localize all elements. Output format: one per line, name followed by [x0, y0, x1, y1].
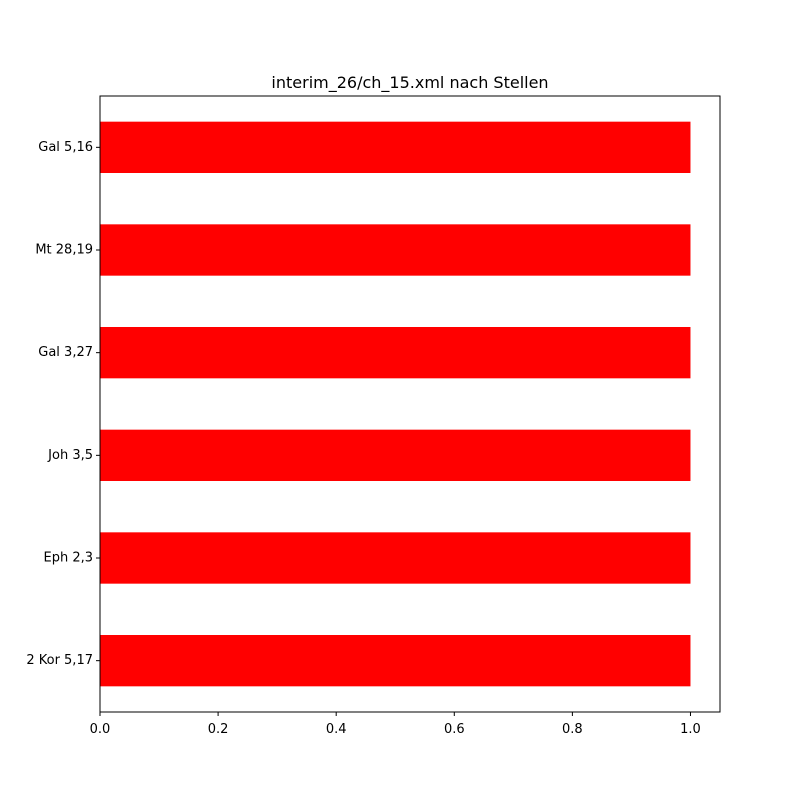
- bar: [100, 121, 691, 173]
- plot-frame: [99, 95, 721, 713]
- y-tick-label: Gal 3,27: [38, 345, 93, 360]
- x-tick-label: 1.0: [680, 722, 701, 737]
- bar: [100, 532, 691, 584]
- chart-title: interim_26/ch_15.xml nach Stellen: [271, 73, 548, 93]
- x-tick-label: 0.6: [444, 722, 465, 737]
- y-tick-label: Mt 28,19: [35, 243, 93, 258]
- y-tick-label: Joh 3,5: [47, 448, 93, 463]
- bar: [100, 224, 691, 276]
- x-tick-label: 0.8: [562, 722, 583, 737]
- y-tick-label: Gal 5,16: [38, 140, 93, 155]
- y-tick-label: Eph 2,3: [43, 551, 93, 566]
- y-tick-label: 2 Kor 5,17: [26, 653, 93, 668]
- x-tick-label: 0.0: [90, 722, 111, 737]
- bar: [100, 429, 691, 481]
- bar: [100, 635, 691, 687]
- y-axis: 2 Kor 5,17 Eph 2,3 Joh 3,5 Gal 3,27 Mt 28,19…: [26, 140, 100, 668]
- x-axis: 0.0 0.2 0.4 0.6 0.8 1.0: [90, 712, 701, 737]
- bar: [100, 327, 691, 379]
- bars-group: [100, 121, 691, 687]
- x-tick-label: 0.2: [208, 722, 229, 737]
- x-tick-label: 0.4: [326, 722, 347, 737]
